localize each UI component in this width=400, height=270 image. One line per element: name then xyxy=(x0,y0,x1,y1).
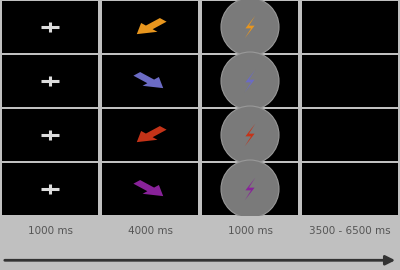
Polygon shape xyxy=(245,16,255,38)
Bar xyxy=(202,109,298,161)
Ellipse shape xyxy=(221,0,279,56)
Polygon shape xyxy=(245,124,255,146)
Bar xyxy=(102,1,198,53)
Bar xyxy=(202,55,298,107)
Bar xyxy=(102,55,198,107)
Bar xyxy=(2,55,98,107)
Text: 1000 ms: 1000 ms xyxy=(228,226,272,236)
Bar xyxy=(302,109,398,161)
Polygon shape xyxy=(245,178,255,200)
Bar xyxy=(202,1,298,53)
Bar xyxy=(302,163,398,215)
Polygon shape xyxy=(245,70,255,92)
Ellipse shape xyxy=(221,160,279,218)
Text: 4000 ms: 4000 ms xyxy=(128,226,172,236)
Ellipse shape xyxy=(221,52,279,110)
Bar xyxy=(2,1,98,53)
Bar xyxy=(102,163,198,215)
Text: 1000 ms: 1000 ms xyxy=(28,226,72,236)
FancyArrow shape xyxy=(134,180,163,196)
Bar xyxy=(2,109,98,161)
Bar xyxy=(102,109,198,161)
FancyArrow shape xyxy=(134,72,163,88)
Bar xyxy=(302,1,398,53)
Text: 3500 - 6500 ms: 3500 - 6500 ms xyxy=(309,226,391,236)
FancyArrow shape xyxy=(137,126,166,142)
Bar xyxy=(202,163,298,215)
Bar xyxy=(2,163,98,215)
FancyArrow shape xyxy=(137,18,166,34)
Bar xyxy=(302,55,398,107)
Ellipse shape xyxy=(221,106,279,164)
